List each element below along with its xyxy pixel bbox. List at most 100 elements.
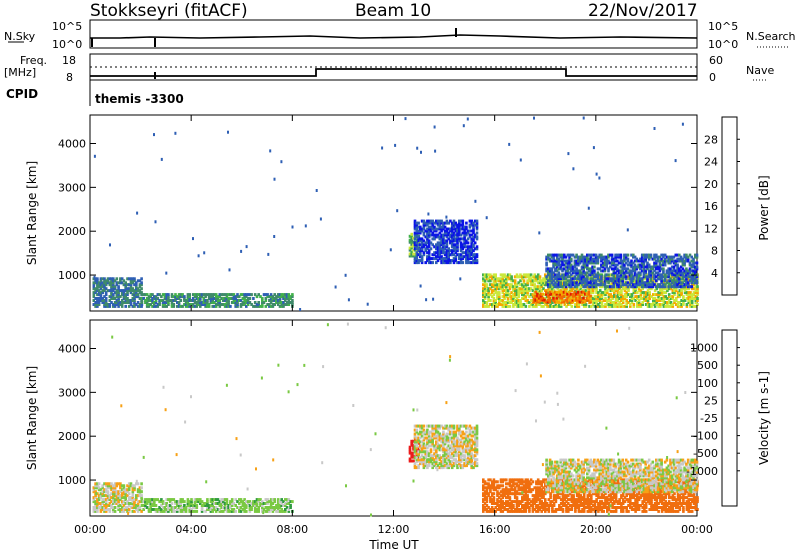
data-cell	[620, 283, 623, 287]
data-cell	[679, 265, 683, 269]
data-cell	[547, 271, 550, 275]
data-cell	[689, 291, 692, 295]
data-cell	[517, 303, 520, 306]
data-cell	[470, 434, 473, 438]
data-cell	[133, 498, 136, 502]
data-cell	[503, 273, 506, 277]
data-cell	[454, 460, 458, 464]
data-cell	[456, 253, 459, 257]
data-cell	[454, 458, 458, 462]
data-cell	[92, 285, 96, 289]
data-cell	[660, 287, 664, 291]
data-cell	[635, 259, 639, 263]
data-cell	[442, 233, 445, 237]
data-cell	[490, 275, 494, 279]
data-cell	[214, 304, 218, 308]
data-cell	[223, 303, 227, 306]
data-cell	[692, 259, 695, 263]
data-cell	[408, 445, 412, 449]
data-cell	[517, 291, 520, 295]
data-cell	[577, 281, 581, 285]
data-cell	[510, 301, 513, 304]
data-cell	[211, 297, 214, 300]
scatter-cell	[153, 133, 155, 137]
data-cell	[466, 454, 470, 458]
data-cell	[513, 293, 517, 297]
data-cell	[117, 293, 120, 297]
data-cell	[594, 281, 598, 285]
data-cell	[678, 285, 681, 289]
data-cell	[427, 235, 431, 239]
data-cell	[612, 275, 616, 279]
data-cell	[103, 304, 106, 308]
data-cell	[291, 301, 294, 304]
data-cell	[419, 446, 422, 450]
data-cell	[413, 434, 417, 438]
data-cell	[450, 448, 454, 452]
data-cell	[229, 506, 232, 509]
data-cell	[614, 295, 618, 299]
data-cell	[547, 255, 550, 259]
data-cell	[211, 301, 214, 304]
data-cell	[420, 227, 424, 231]
data-cell	[621, 265, 624, 269]
data-cell	[475, 259, 479, 263]
data-cell	[470, 245, 473, 249]
data-cell	[492, 283, 496, 287]
data-cell	[629, 295, 632, 299]
data-cell	[682, 301, 685, 304]
data-cell	[461, 444, 465, 448]
data-cell	[449, 259, 452, 263]
data-cell	[547, 285, 550, 289]
scatter-cell	[269, 149, 272, 153]
data-cell	[685, 293, 689, 297]
data-cell	[154, 299, 158, 302]
data-cell	[468, 249, 472, 253]
data-cell	[582, 290, 585, 294]
data-cell	[223, 498, 227, 502]
data-cell	[633, 283, 637, 287]
data-cell	[639, 257, 642, 261]
data-cell	[521, 297, 524, 300]
data-cell	[106, 490, 110, 494]
data-cell	[586, 255, 589, 259]
data-cell	[461, 237, 465, 241]
data-cell	[461, 261, 465, 265]
data-cell	[420, 440, 424, 444]
data-cell	[470, 430, 473, 434]
data-cell	[282, 301, 285, 304]
data-cell	[573, 263, 577, 267]
data-cell	[106, 508, 110, 511]
data-cell	[470, 462, 473, 466]
data-cell	[191, 509, 195, 513]
data-cell	[671, 304, 675, 308]
data-cell	[108, 283, 112, 287]
data-cell	[268, 509, 271, 513]
data-cell	[165, 301, 168, 304]
data-cell	[412, 443, 415, 447]
data-cell	[548, 283, 552, 287]
data-cell	[230, 508, 234, 511]
data-cell	[577, 259, 580, 263]
data-cell	[472, 462, 475, 466]
data-cell	[108, 509, 112, 513]
data-cell	[601, 283, 605, 287]
data-cell	[450, 464, 454, 468]
data-cell	[557, 271, 561, 275]
data-cell	[117, 494, 120, 498]
data-cell	[653, 269, 656, 273]
data-cell	[119, 289, 122, 293]
data-cell	[690, 293, 694, 297]
data-cell	[280, 504, 283, 507]
data-cell	[435, 255, 438, 259]
data-cell	[415, 225, 419, 229]
data-cell	[204, 293, 207, 297]
data-cell	[580, 255, 584, 259]
data-cell	[616, 259, 619, 263]
data-cell	[531, 283, 535, 287]
data-cell	[575, 296, 578, 300]
data-cell	[458, 460, 461, 464]
data-cell	[140, 494, 143, 498]
data-cell	[482, 289, 485, 293]
data-cell	[579, 283, 582, 287]
